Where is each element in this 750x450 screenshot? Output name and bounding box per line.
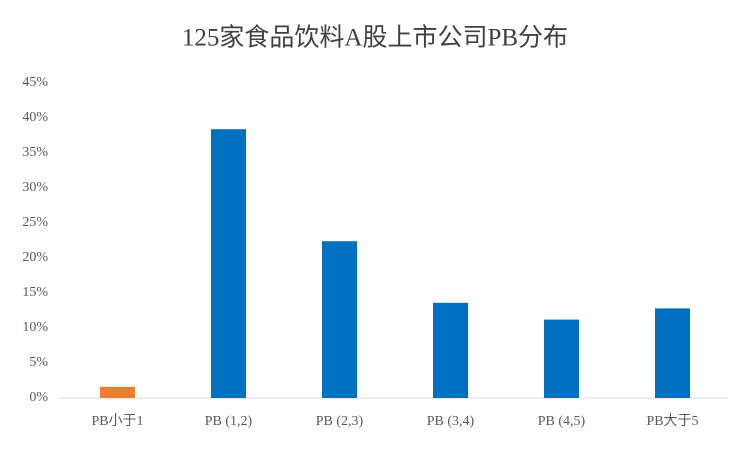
y-tick-label: 5%: [29, 355, 48, 370]
y-tick-label: 45%: [22, 75, 48, 90]
x-tick-label: PB (1,2): [205, 414, 253, 429]
x-tick-label: PB (4,5): [538, 414, 586, 429]
bar: [433, 302, 468, 398]
x-tick-label: PB (2,3): [316, 414, 364, 429]
bar: [544, 319, 579, 398]
y-tick-label: 0%: [29, 390, 48, 405]
x-tick-label: PB (3,4): [427, 414, 475, 429]
y-tick-label: 30%: [22, 180, 48, 195]
bar: [655, 308, 690, 398]
y-tick-label: 40%: [22, 110, 48, 125]
y-tick-label: 35%: [22, 145, 48, 160]
chart-title: 125家食品饮料A股上市公司PB分布: [182, 24, 568, 52]
x-tick-label: PB小于1: [91, 413, 143, 429]
y-tick-label: 25%: [22, 215, 48, 230]
bar: [322, 241, 357, 398]
bar: [211, 129, 246, 398]
y-tick-label: 15%: [22, 285, 48, 300]
y-tick-label: 10%: [22, 320, 48, 335]
bar: [100, 386, 135, 398]
y-tick-label: 20%: [22, 250, 48, 265]
x-tick-label: PB大于5: [646, 413, 698, 429]
